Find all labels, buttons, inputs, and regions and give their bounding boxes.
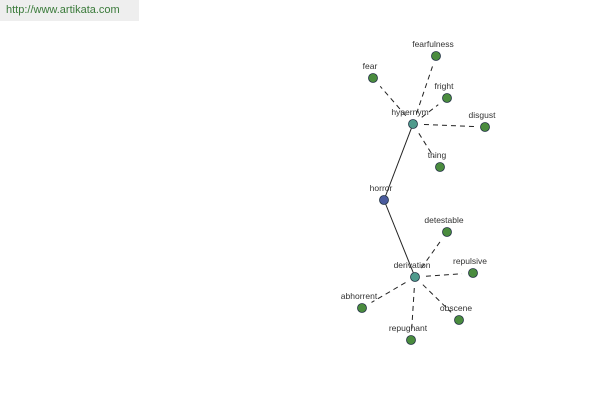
- node[interactable]: [406, 335, 416, 345]
- node[interactable]: [431, 51, 441, 61]
- node-label: thing: [428, 150, 447, 160]
- node[interactable]: [435, 162, 445, 172]
- edge: [379, 85, 407, 117]
- node[interactable]: [357, 303, 367, 313]
- node[interactable]: [408, 119, 418, 129]
- node[interactable]: [410, 272, 420, 282]
- edge: [418, 133, 435, 158]
- edge: [383, 199, 416, 278]
- node-label: disgust: [469, 110, 497, 120]
- edge: [411, 287, 415, 330]
- node-label: detestable: [424, 215, 463, 225]
- node-label: horror: [370, 183, 393, 193]
- edge: [383, 123, 414, 201]
- node-label: obscene: [440, 303, 472, 313]
- node-label: repulsive: [453, 256, 487, 266]
- node-label: fright: [435, 81, 455, 91]
- node-label: repughant: [389, 323, 428, 333]
- node[interactable]: [468, 268, 478, 278]
- edge: [422, 284, 452, 313]
- node-label: abhorrent: [341, 291, 378, 301]
- edge: [420, 240, 442, 269]
- node[interactable]: [379, 195, 389, 205]
- node[interactable]: [454, 315, 464, 325]
- node[interactable]: [368, 73, 378, 83]
- site-url[interactable]: http://www.artikata.com: [0, 0, 139, 21]
- node[interactable]: [480, 122, 490, 132]
- node[interactable]: [442, 93, 452, 103]
- node-label: fear: [363, 61, 378, 71]
- node[interactable]: [442, 227, 452, 237]
- node-label: hypernym: [391, 107, 428, 117]
- node-label: fearfulness: [412, 39, 454, 49]
- edge: [425, 273, 463, 277]
- edge: [423, 123, 475, 128]
- node-label: derivation: [394, 260, 431, 270]
- edge: [371, 282, 406, 303]
- edge: [421, 104, 439, 118]
